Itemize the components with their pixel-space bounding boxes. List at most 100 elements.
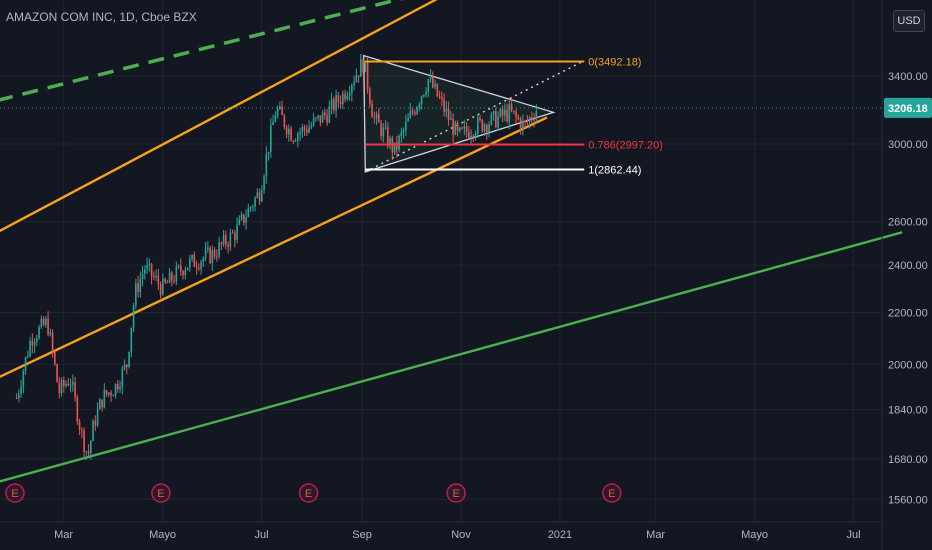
candle-body: [220, 242, 223, 245]
candle-body: [94, 421, 97, 426]
candle-body: [447, 108, 450, 120]
candle-body: [481, 119, 484, 132]
candle-body: [477, 117, 479, 134]
candle-body: [74, 382, 76, 398]
candle-body: [96, 409, 99, 426]
candle-body: [45, 318, 47, 326]
candle-body: [150, 263, 153, 277]
candle-body: [256, 192, 259, 198]
candle-body: [468, 132, 470, 138]
candle-body: [389, 138, 391, 147]
candle-body: [254, 197, 256, 207]
currency-button[interactable]: USD: [893, 10, 925, 32]
candle-body: [166, 282, 169, 284]
candle-body: [207, 247, 209, 250]
earnings-marker-label: E: [608, 488, 615, 500]
candle-body: [225, 234, 227, 245]
trend-line-lower-channel[interactable]: [0, 116, 548, 378]
candle-body: [297, 133, 299, 141]
candle-body: [510, 104, 513, 111]
candle-body: [479, 117, 481, 120]
candle-body: [474, 133, 477, 138]
candle-body: [249, 207, 252, 209]
candle-body: [135, 283, 137, 306]
candle-body: [490, 114, 493, 125]
candle-body: [339, 101, 342, 105]
candle-body: [524, 120, 526, 122]
time-axis-tick-label: Mayo: [149, 529, 176, 541]
candle-body: [288, 128, 290, 135]
candle-body: [351, 85, 353, 94]
candle-body: [261, 190, 263, 202]
candle-body: [193, 254, 196, 267]
candle-body: [159, 284, 162, 295]
candle-body: [519, 119, 522, 130]
candle-body: [119, 386, 121, 390]
candle-body: [279, 106, 281, 109]
symmetrical-triangle[interactable]: [363, 54, 556, 173]
chart-title: AMAZON COM INC, 1D, Cboe BZX: [6, 10, 197, 24]
price-axis-tick-label: 1840.00: [888, 405, 928, 417]
candle-body: [407, 117, 409, 122]
time-axis-tick-label: 2021: [548, 529, 572, 541]
earnings-marker-icon[interactable]: [5, 483, 25, 503]
candle-body: [508, 104, 511, 122]
candle-body: [362, 59, 364, 72]
candle-body: [173, 280, 175, 282]
trend-line-long-green-trend[interactable]: [0, 231, 903, 483]
candle-body: [51, 332, 54, 352]
candle-body: [483, 125, 486, 132]
candle-body: [533, 119, 535, 121]
candle-body: [517, 116, 520, 120]
candle-body: [198, 267, 200, 269]
candle-body: [380, 122, 382, 137]
earnings-marker-icon[interactable]: [298, 483, 319, 503]
candle-body: [486, 125, 488, 133]
time-axis-tick-label: Sep: [352, 529, 372, 541]
candle-body: [283, 114, 286, 127]
candle-body: [99, 399, 101, 410]
candle-body: [290, 128, 292, 141]
candle-body: [47, 318, 49, 335]
earnings-marker-label: E: [452, 488, 459, 500]
candle-body: [90, 440, 92, 454]
earnings-marker-icon[interactable]: [602, 483, 622, 503]
time-axis-tick-label: Mar: [646, 529, 665, 541]
trend-line-dashed-trend[interactable]: [0, 0, 524, 102]
candle-body: [175, 266, 178, 282]
candle-body: [333, 99, 335, 111]
candle-body: [202, 258, 205, 262]
candle-body: [76, 397, 79, 422]
price-axis-tick-label: 2400.00: [888, 260, 928, 272]
candle-body: [308, 127, 310, 133]
candle-body: [56, 364, 58, 383]
earnings-marker-icon[interactable]: [446, 483, 466, 503]
time-axis-tick-label: Nov: [451, 529, 471, 541]
candle-body: [231, 232, 234, 234]
earnings-marker-label: E: [157, 488, 164, 500]
candle-body: [396, 142, 398, 150]
candle-body: [411, 111, 414, 113]
price-axis-tick-label: 2000.00: [888, 359, 928, 371]
candle-body: [346, 95, 349, 100]
candle-body: [393, 142, 396, 153]
candle-body: [240, 214, 243, 219]
candle-body: [418, 104, 421, 108]
candle-body: [146, 264, 148, 270]
candle-body: [234, 232, 236, 240]
projection-line[interactable]: [364, 60, 583, 173]
candle-body: [276, 108, 279, 117]
earnings-marker-icon[interactable]: [151, 483, 171, 503]
candle-body: [463, 126, 466, 129]
candle-body: [330, 99, 333, 107]
candle-body: [83, 430, 85, 452]
candle-body: [382, 127, 385, 137]
candle-body: [355, 75, 358, 82]
trend-line-upper-channel[interactable]: [0, 0, 532, 233]
candle-body: [274, 116, 277, 122]
candle-body: [513, 110, 515, 112]
candle-body: [103, 390, 106, 408]
candle-body: [69, 384, 72, 386]
